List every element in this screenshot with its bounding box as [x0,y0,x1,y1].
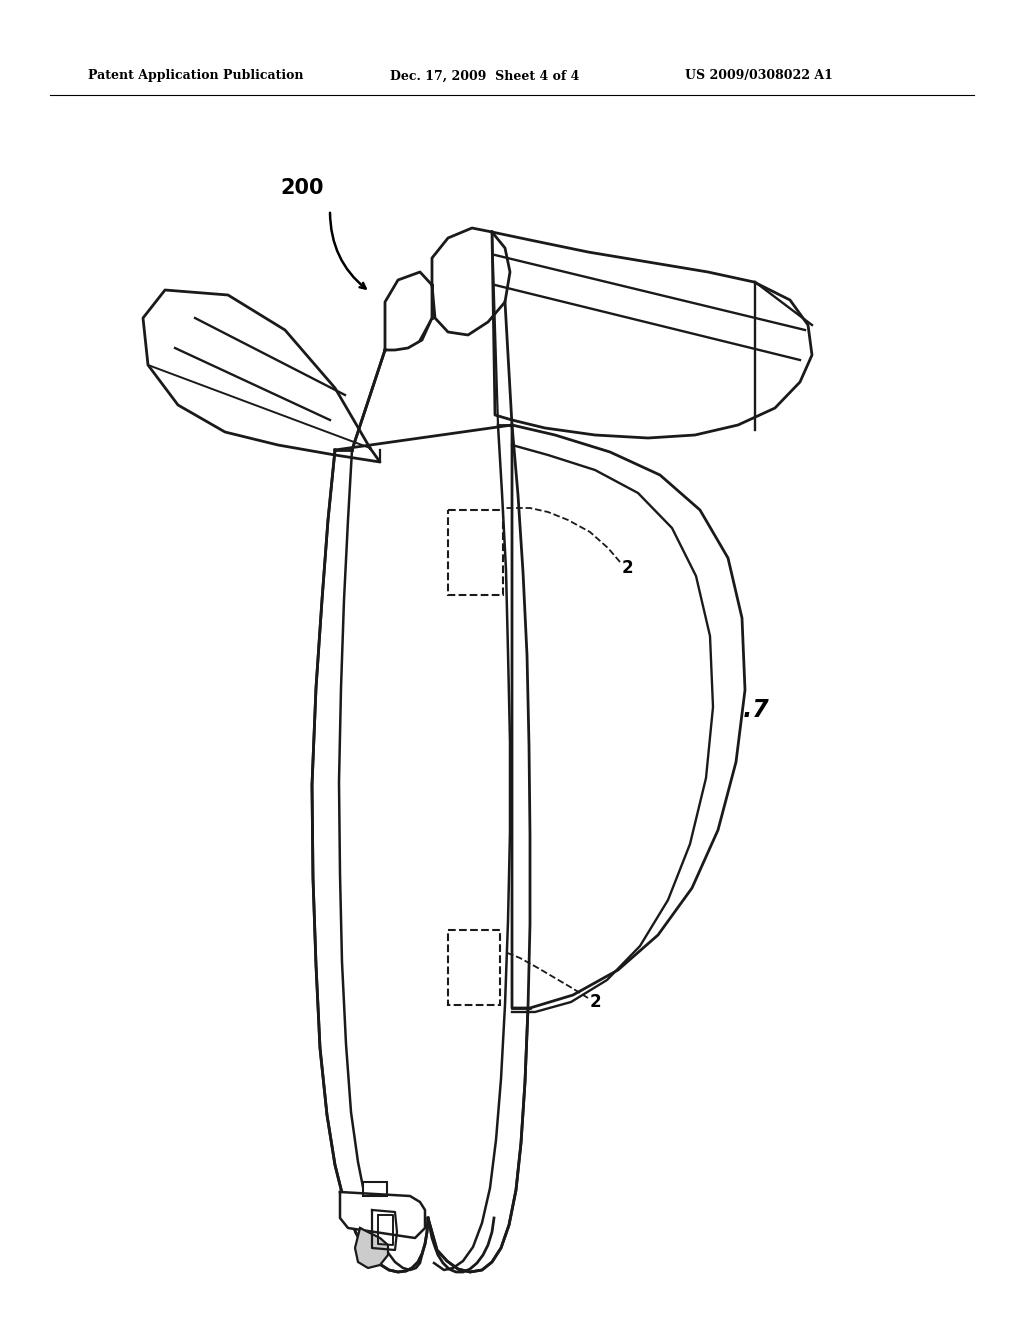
Polygon shape [355,1228,388,1269]
Polygon shape [312,425,530,1272]
Text: 2: 2 [622,558,634,577]
Text: 200: 200 [281,178,324,198]
Bar [449,510,503,595]
Polygon shape [143,290,380,462]
Polygon shape [492,232,812,438]
Bar [449,931,500,1005]
Text: US 2009/0308022 A1: US 2009/0308022 A1 [685,70,833,82]
Polygon shape [432,228,510,335]
Text: 2: 2 [590,993,602,1011]
Bar [362,1181,387,1196]
Polygon shape [372,1210,397,1250]
Text: Patent Application Publication: Patent Application Publication [88,70,303,82]
Text: FIG.7: FIG.7 [700,698,770,722]
Polygon shape [340,1192,425,1238]
Polygon shape [512,425,745,1008]
Polygon shape [385,272,432,350]
Text: Dec. 17, 2009  Sheet 4 of 4: Dec. 17, 2009 Sheet 4 of 4 [390,70,580,82]
